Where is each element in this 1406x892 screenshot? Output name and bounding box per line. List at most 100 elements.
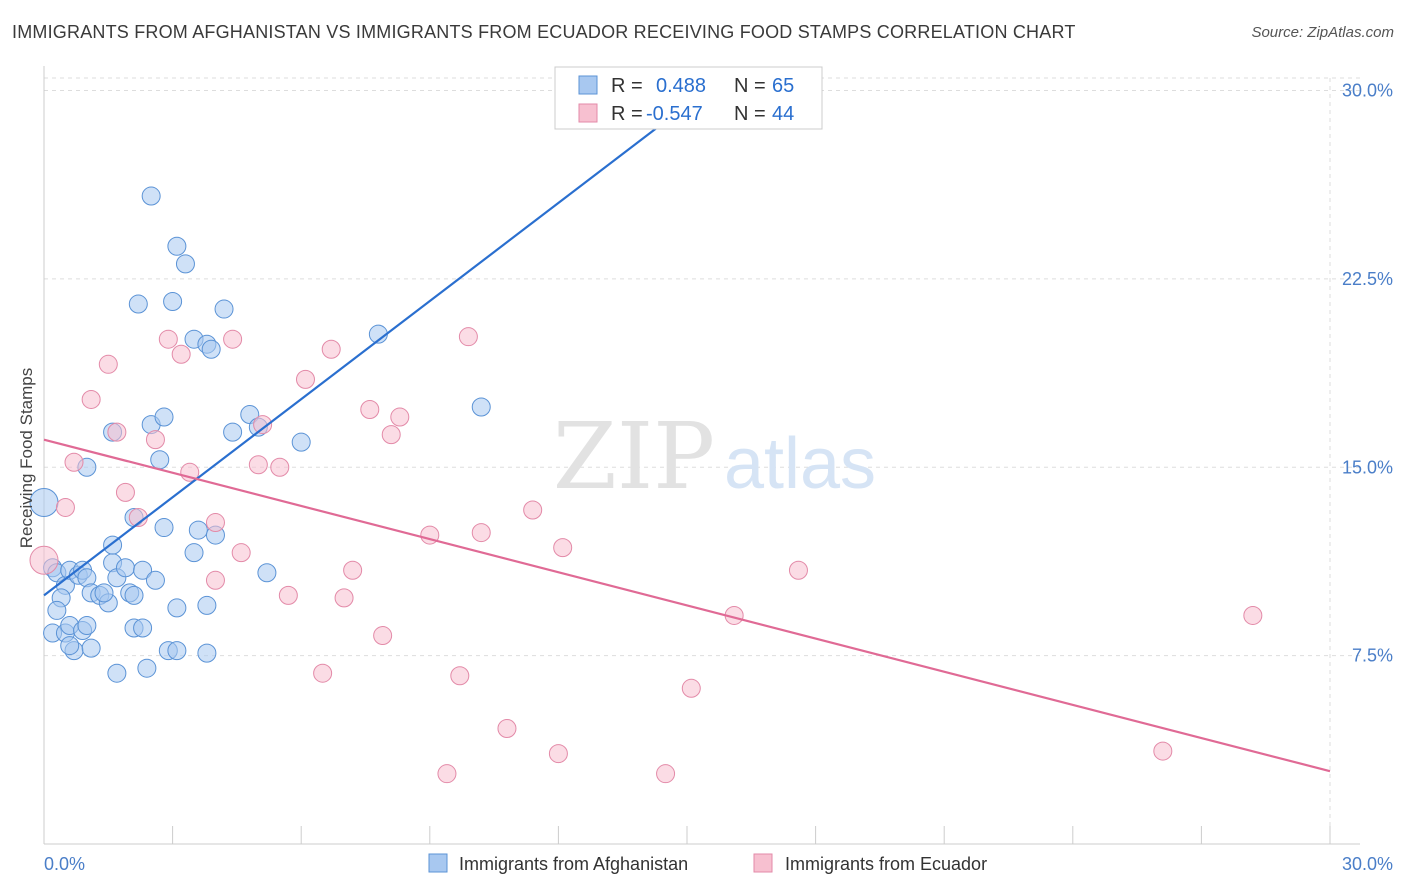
afghanistan-point [133, 618, 153, 638]
ecuador-point [788, 560, 808, 580]
legend-label-ecuador: Immigrants from Ecuador [785, 854, 987, 874]
afghanistan-point [175, 254, 195, 274]
afghanistan-point [167, 236, 187, 256]
stats-swatch-ecuador [578, 103, 598, 123]
ecuador-point [334, 588, 354, 608]
ecuador-point [681, 678, 701, 698]
y-tick-label: 30.0% [1342, 81, 1393, 101]
y-axis-title: Receiving Food Stamps [17, 368, 36, 548]
afghanistan-point [107, 663, 127, 683]
stats-n-value-afghanistan: 65 [772, 75, 794, 97]
afghanistan-point [163, 292, 183, 312]
legend-swatch-ecuador [753, 853, 773, 873]
afghanistan-point [137, 658, 157, 678]
ecuador-point [458, 327, 478, 347]
ecuador-point [64, 452, 84, 472]
ecuador-point [313, 663, 333, 683]
afghanistan-point [201, 339, 221, 359]
afghanistan-point [167, 641, 187, 661]
afghanistan-point [81, 638, 101, 658]
ecuador-point [548, 744, 568, 764]
afghanistan-point [154, 407, 174, 427]
chart-title: IMMIGRANTS FROM AFGHANISTAN VS IMMIGRANT… [12, 22, 1076, 42]
y-tick-label: 22.5% [1342, 269, 1393, 289]
afghanistan-point [128, 294, 148, 314]
afghanistan-point [115, 558, 135, 578]
ecuador-point [321, 339, 341, 359]
ecuador-point [471, 523, 491, 543]
legend-swatch-afghanistan [428, 853, 448, 873]
ecuador-point [497, 718, 517, 738]
ecuador-point [81, 389, 101, 409]
ecuador-point [98, 354, 118, 374]
afghanistan-point [133, 560, 153, 580]
ecuador-point [205, 513, 225, 533]
afghanistan-point [60, 636, 80, 656]
stats-n-value-ecuador: 44 [772, 103, 794, 125]
stats-box-frame [554, 66, 823, 130]
legend-label-afghanistan: Immigrants from Afghanistan [459, 854, 688, 874]
ecuador-point [158, 329, 178, 349]
afghanistan-point [197, 595, 217, 615]
ecuador-point [55, 497, 75, 517]
y-tick-label: 15.0% [1342, 457, 1393, 477]
ecuador-point [223, 329, 243, 349]
ecuador-point [343, 560, 363, 580]
afghanistan-point [154, 518, 174, 538]
afghanistan-point [223, 422, 243, 442]
ecuador-trend-line [43, 438, 1331, 773]
afghanistan-point [150, 450, 170, 470]
ecuador-point [231, 543, 251, 563]
stats-r-label-ecuador: R = [611, 103, 643, 125]
ecuador-point [278, 585, 298, 605]
x-tick-label-min: 0.0% [44, 854, 85, 874]
data-points [29, 186, 1263, 784]
ecuador-point [656, 764, 676, 784]
stats-r-value-afghanistan: 0.488 [656, 75, 706, 97]
afghanistan-point [197, 643, 217, 663]
afghanistan-point [141, 186, 161, 206]
ecuador-point [360, 400, 380, 420]
stats-n-label-ecuador: N = [734, 103, 766, 125]
afghanistan-point [184, 543, 204, 563]
stats-legend-box: R = 0.488 N = 65 R = -0.547 N = 44 [554, 66, 823, 130]
afghanistan-point [47, 600, 67, 620]
ecuador-point [295, 369, 315, 389]
stats-n-label-afghanistan: N = [734, 75, 766, 97]
watermark-zip: ZIP [553, 403, 715, 510]
afghanistan-point [145, 570, 165, 590]
ecuador-point [1243, 605, 1263, 625]
stats-r-label-afghanistan: R = [611, 75, 643, 97]
afghanistan-point [214, 299, 234, 319]
watermark: ZIP atlas [553, 403, 876, 510]
ecuador-point [373, 626, 393, 646]
x-tick-label-max: 30.0% [1342, 854, 1393, 874]
ecuador-point [523, 500, 543, 520]
ecuador-point [205, 570, 225, 590]
ecuador-point [171, 344, 191, 364]
ecuador-point [107, 422, 127, 442]
axes [43, 66, 1360, 845]
watermark-atlas: atlas [724, 424, 876, 504]
ecuador-point [437, 764, 457, 784]
ecuador-point [553, 538, 573, 558]
ecuador-point [115, 482, 135, 502]
afghanistan-point [167, 598, 187, 618]
afghanistan-point [94, 583, 114, 603]
ecuador-point [381, 425, 401, 445]
stats-r-value-ecuador: -0.547 [646, 103, 703, 125]
afghanistan-point [77, 616, 97, 636]
ecuador-point [145, 430, 165, 450]
ecuador-point [29, 545, 59, 575]
stats-swatch-afghanistan [578, 75, 598, 95]
ecuador-point [248, 455, 268, 475]
afghanistan-point [471, 397, 491, 417]
ecuador-point [450, 666, 470, 686]
ecuador-point [1153, 741, 1173, 761]
trend-lines [43, 107, 1331, 773]
ecuador-point [253, 415, 273, 435]
afghanistan-point [291, 432, 311, 452]
ecuador-point [270, 457, 290, 477]
afghanistan-point [188, 520, 208, 540]
